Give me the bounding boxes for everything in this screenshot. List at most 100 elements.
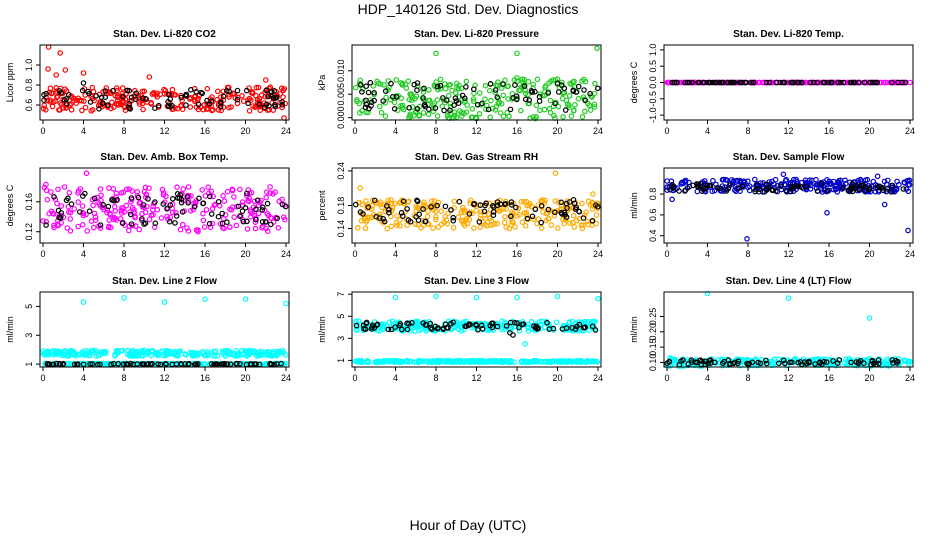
- data-point: [79, 107, 85, 114]
- x-tick-label: 4: [81, 126, 86, 136]
- y-tick-label: 0.14: [336, 220, 346, 238]
- x-tick-label: 12: [159, 126, 169, 136]
- data-point: [385, 326, 392, 333]
- data-point: [405, 198, 412, 205]
- data-point: [53, 72, 60, 78]
- data-point: [517, 107, 524, 114]
- data-point: [40, 105, 47, 112]
- data-point: [248, 361, 255, 368]
- x-tick-label: 24: [905, 249, 915, 259]
- data-point: [754, 182, 761, 188]
- y-tick-label: -0.5: [648, 91, 658, 107]
- data-point: [451, 102, 457, 109]
- data-point: [512, 204, 519, 211]
- data-point: [433, 50, 439, 57]
- data-point: [365, 89, 372, 96]
- x-tick-label: 16: [512, 249, 522, 259]
- data-point: [422, 218, 429, 225]
- data-point: [435, 224, 442, 230]
- data-point: [545, 216, 552, 222]
- data-point: [559, 95, 566, 102]
- data-point: [352, 358, 359, 365]
- data-point: [572, 326, 579, 332]
- data-point: [55, 186, 61, 193]
- data-point: [587, 90, 593, 97]
- data-point: [803, 183, 810, 190]
- data-point: [253, 206, 259, 213]
- data-points: [664, 171, 913, 242]
- x-tick-label: 12: [471, 373, 481, 383]
- data-point: [266, 103, 272, 109]
- data-point: [47, 85, 54, 92]
- data-point: [445, 210, 451, 217]
- data-point: [497, 110, 504, 116]
- subplot-title: Stan. Dev. Sample Flow: [733, 152, 845, 163]
- data-point: [217, 221, 224, 227]
- data-point: [381, 82, 387, 88]
- x-tick-label: 12: [159, 249, 169, 259]
- data-point: [97, 186, 104, 192]
- data-point: [483, 215, 489, 222]
- data-point: [538, 203, 545, 209]
- data-point: [352, 84, 359, 91]
- data-point: [379, 204, 385, 211]
- data-point: [215, 198, 222, 205]
- data-point: [193, 89, 200, 95]
- data-point: [570, 87, 577, 94]
- data-point: [594, 85, 601, 92]
- data-point: [66, 91, 72, 98]
- data-point: [823, 359, 830, 365]
- data-point: [592, 80, 598, 87]
- data-point: [75, 199, 82, 205]
- data-point: [501, 201, 508, 208]
- data-point: [183, 93, 190, 99]
- data-point: [245, 100, 251, 107]
- x-tick-label: 4: [705, 249, 710, 259]
- data-point: [771, 356, 777, 363]
- data-point: [501, 219, 508, 226]
- data-point: [470, 86, 477, 93]
- y-tick-label: 7: [336, 292, 346, 297]
- data-point: [522, 90, 529, 97]
- data-point: [224, 188, 231, 195]
- data-point: [119, 85, 126, 91]
- data-point: [414, 198, 421, 205]
- x-tick-label: 0: [664, 249, 669, 259]
- data-point: [185, 200, 192, 206]
- data-point: [224, 219, 230, 226]
- data-point: [899, 79, 905, 86]
- data-point: [450, 224, 457, 231]
- x-tick-label: 4: [393, 373, 398, 383]
- data-point: [357, 209, 364, 215]
- data-point: [152, 350, 158, 357]
- data-point: [62, 67, 69, 73]
- data-point: [575, 83, 582, 90]
- data-point: [541, 324, 548, 331]
- data-point: [676, 79, 683, 86]
- data-point: [142, 220, 149, 227]
- x-tick-label: 4: [393, 249, 398, 259]
- data-point: [427, 320, 434, 327]
- data-point: [700, 186, 706, 192]
- data-point: [777, 183, 784, 190]
- data-point: [442, 85, 449, 92]
- data-point: [119, 220, 126, 227]
- data-point: [176, 195, 183, 201]
- data-point: [160, 192, 167, 198]
- data-point: [593, 212, 600, 218]
- data-point: [807, 79, 814, 86]
- data-point: [98, 197, 104, 204]
- data-point: [835, 79, 842, 86]
- y-tick-label: 0.16: [24, 193, 34, 211]
- data-point: [532, 115, 539, 122]
- data-point: [573, 217, 580, 224]
- data-point: [443, 324, 450, 331]
- x-tick-label: 24: [281, 373, 291, 383]
- data-point: [448, 358, 455, 365]
- data-point: [494, 323, 501, 330]
- data-point: [432, 323, 439, 330]
- data-point: [565, 104, 572, 111]
- data-point: [215, 88, 221, 95]
- data-point: [412, 221, 419, 228]
- data-point: [772, 188, 779, 194]
